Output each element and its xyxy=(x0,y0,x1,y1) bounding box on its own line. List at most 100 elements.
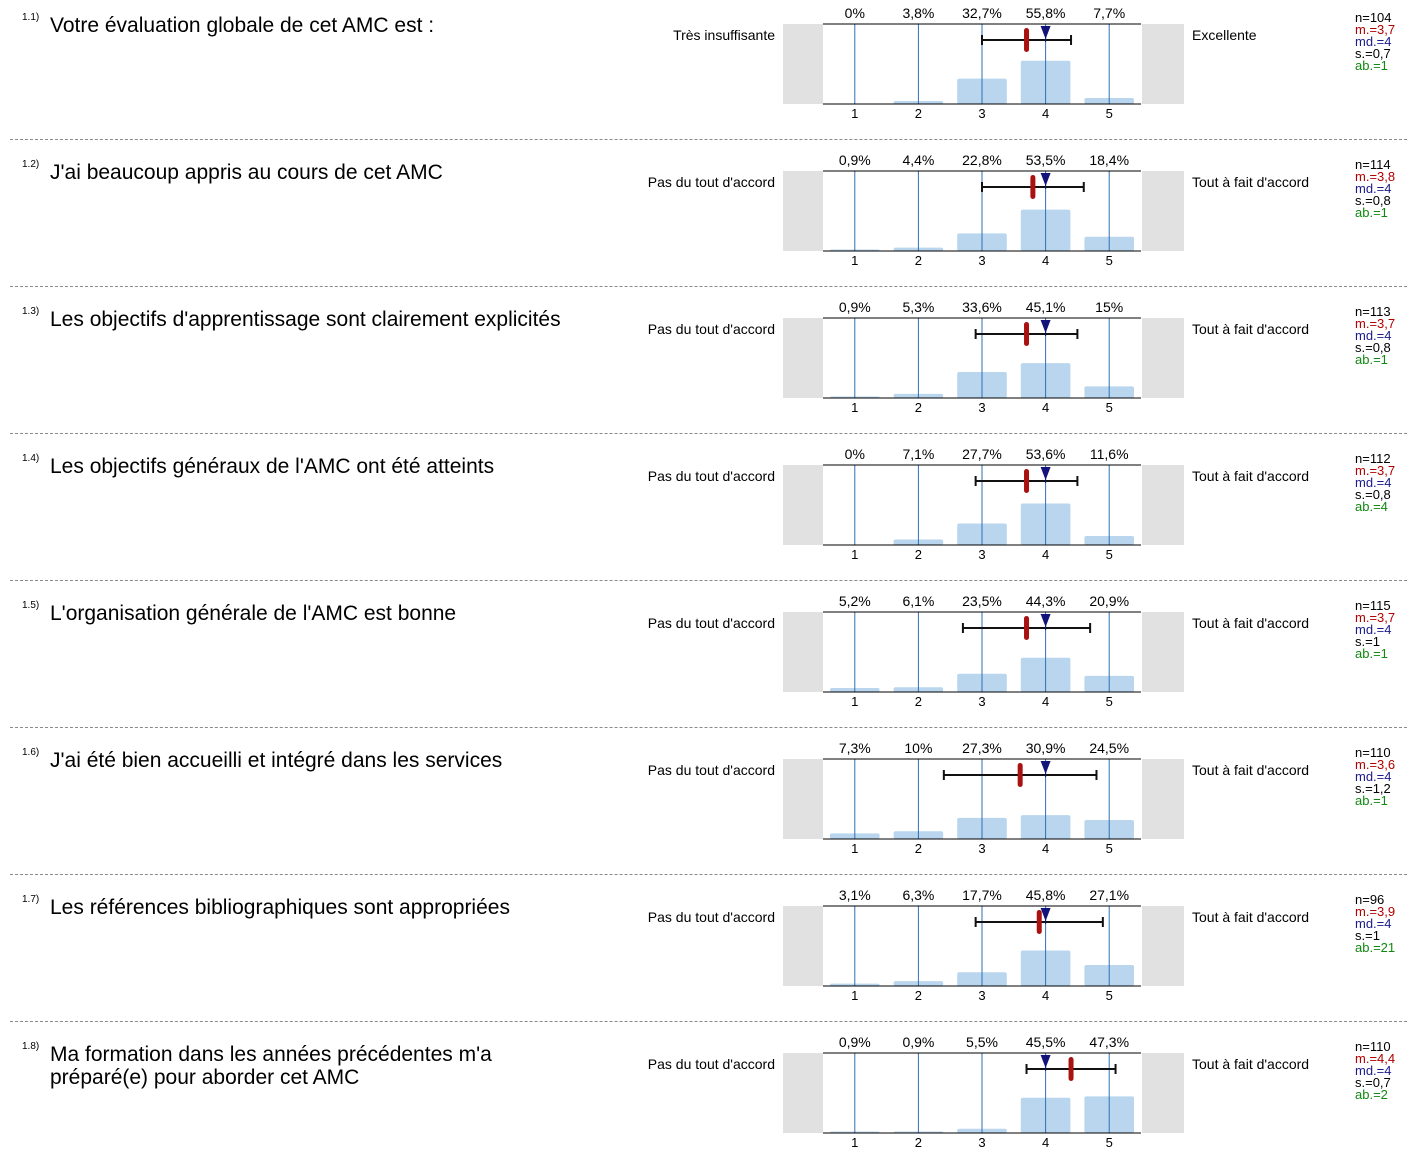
side-panel-right xyxy=(1142,1053,1184,1133)
bar-4 xyxy=(1020,950,1071,986)
scale-left-label: Pas du tout d'accord xyxy=(647,762,775,778)
bar-1 xyxy=(830,1131,880,1133)
side-panel-left xyxy=(783,906,823,986)
bar-5 xyxy=(1084,98,1134,104)
bar-3 xyxy=(957,233,1007,251)
tick-label-1: 1 xyxy=(851,106,858,121)
stat-count: n=96 xyxy=(1355,892,1385,907)
stat-median: md.=4 xyxy=(1355,181,1392,196)
question-text: L'organisation générale de l'AMC est bon… xyxy=(50,602,457,625)
tick-label-2: 2 xyxy=(915,1135,922,1150)
bar-3 xyxy=(957,78,1007,104)
pct-label-1: 0,9% xyxy=(839,152,871,168)
stat-abstentions: ab.=2 xyxy=(1355,1087,1388,1102)
scale-left-label: Pas du tout d'accord xyxy=(647,909,775,925)
median-marker xyxy=(1040,908,1051,921)
question-number: 1.7) xyxy=(22,894,40,905)
question-text: J'ai beaucoup appris au cours de cet AMC xyxy=(50,161,443,184)
row-divider xyxy=(10,580,1407,581)
mean-marker xyxy=(1068,1057,1074,1081)
pct-label-1: 3,1% xyxy=(839,887,871,903)
side-panel-right xyxy=(1142,465,1184,545)
median-marker xyxy=(1040,467,1051,480)
stat-mean: m.=4,4 xyxy=(1355,1051,1396,1066)
tick-label-4: 4 xyxy=(1042,106,1049,121)
stat-median: md.=4 xyxy=(1355,622,1392,637)
stat-abstentions: ab.=1 xyxy=(1355,793,1388,808)
stat-abstentions: ab.=21 xyxy=(1355,940,1396,955)
bar-4 xyxy=(1020,1097,1071,1133)
pct-label-3: 22,8% xyxy=(962,152,1002,168)
scale-left-label: Très insuffisante xyxy=(673,27,775,43)
mean-marker xyxy=(1017,763,1023,787)
pct-label-3: 27,3% xyxy=(962,740,1002,756)
question-text: Les références bibliographiques sont app… xyxy=(50,896,510,919)
tick-label-2: 2 xyxy=(915,547,922,562)
bar-5 xyxy=(1084,386,1134,398)
scale-left-label: Pas du tout d'accord xyxy=(647,321,775,337)
pct-label-5: 15% xyxy=(1095,299,1123,315)
question-number: 1.2) xyxy=(22,159,40,170)
scale-right-label: Excellente xyxy=(1192,27,1257,43)
pct-label-4: 30,9% xyxy=(1026,740,1066,756)
tick-label-1: 1 xyxy=(851,253,858,268)
bar-3 xyxy=(957,817,1007,839)
stats-block: n=112 m.=3,7 md.=4 s.=0,8 ab.=4 xyxy=(1355,452,1395,513)
tick-label-4: 4 xyxy=(1042,1135,1049,1150)
tick-label-2: 2 xyxy=(915,694,922,709)
pct-label-2: 3,8% xyxy=(902,5,934,21)
bar-2 xyxy=(893,687,944,692)
stat-sd: s.=0,8 xyxy=(1355,193,1391,208)
stat-mean: m.=3,7 xyxy=(1355,610,1396,625)
stat-mean: m.=3,7 xyxy=(1355,316,1396,331)
question-row: 1.2) J'ai beaucoup appris au cours de cet… xyxy=(0,147,1407,294)
scale-right-label: Tout à fait d'accord xyxy=(1192,909,1310,925)
median-marker xyxy=(1040,26,1051,39)
stat-mean: m.=3,6 xyxy=(1355,757,1396,772)
row-divider xyxy=(10,433,1407,434)
tick-label-5: 5 xyxy=(1106,694,1113,709)
side-panel-right xyxy=(1142,24,1184,104)
pct-label-3: 23,5% xyxy=(962,593,1002,609)
tick-label-5: 5 xyxy=(1106,400,1113,415)
stats-block: n=115 m.=3,7 md.=4 s.=1 ab.=1 xyxy=(1355,599,1396,660)
tick-label-3: 3 xyxy=(978,694,985,709)
pct-label-1: 0,9% xyxy=(839,299,871,315)
stats-block: n=114 m.=3,8 md.=4 s.=0,8 ab.=1 xyxy=(1355,158,1395,219)
median-marker xyxy=(1040,320,1051,333)
tick-label-3: 3 xyxy=(978,547,985,562)
tick-label-3: 3 xyxy=(978,106,985,121)
scale-left-label: Pas du tout d'accord xyxy=(647,468,775,484)
stat-median: md.=4 xyxy=(1355,769,1392,784)
tick-label-5: 5 xyxy=(1106,106,1113,121)
question-row: 1.8) Ma formation dans les années précéde… xyxy=(0,1029,1407,1176)
stats-block: n=110 m.=3,6 md.=4 s.=1,2 ab.=1 xyxy=(1355,746,1396,808)
tick-label-1: 1 xyxy=(851,547,858,562)
bar-2 xyxy=(893,1131,944,1133)
side-panel-left xyxy=(783,171,823,251)
stat-median: md.=4 xyxy=(1355,34,1392,49)
mean-marker xyxy=(1024,616,1030,640)
row-divider xyxy=(10,286,1407,287)
pct-label-2: 0,9% xyxy=(902,1034,934,1050)
pct-label-1: 7,3% xyxy=(839,740,871,756)
stat-count: n=110 xyxy=(1355,1039,1391,1054)
pct-label-1: 5,2% xyxy=(839,593,871,609)
pct-label-1: 0% xyxy=(845,446,865,462)
stat-sd: s.=0,8 xyxy=(1355,340,1391,355)
tick-label-3: 3 xyxy=(978,253,985,268)
bar-4 xyxy=(1020,209,1071,251)
pct-label-4: 53,6% xyxy=(1026,446,1066,462)
scale-right-label: Tout à fait d'accord xyxy=(1192,321,1310,337)
pct-label-4: 55,8% xyxy=(1026,5,1066,21)
mean-marker xyxy=(1024,469,1030,493)
pct-label-5: 20,9% xyxy=(1089,593,1129,609)
scale-right-label: Tout à fait d'accord xyxy=(1192,468,1310,484)
stats-block: n=110 m.=4,4 md.=4 s.=0,7 ab.=2 xyxy=(1355,1039,1396,1102)
question-text: Ma formation dans les années précédentes… xyxy=(50,1043,492,1089)
scale-left-label: Pas du tout d'accord xyxy=(647,615,775,631)
scale-right-label: Tout à fait d'accord xyxy=(1192,762,1310,778)
scale-right-label: Tout à fait d'accord xyxy=(1192,1056,1310,1072)
tick-label-2: 2 xyxy=(915,253,922,268)
tick-label-4: 4 xyxy=(1042,547,1049,562)
